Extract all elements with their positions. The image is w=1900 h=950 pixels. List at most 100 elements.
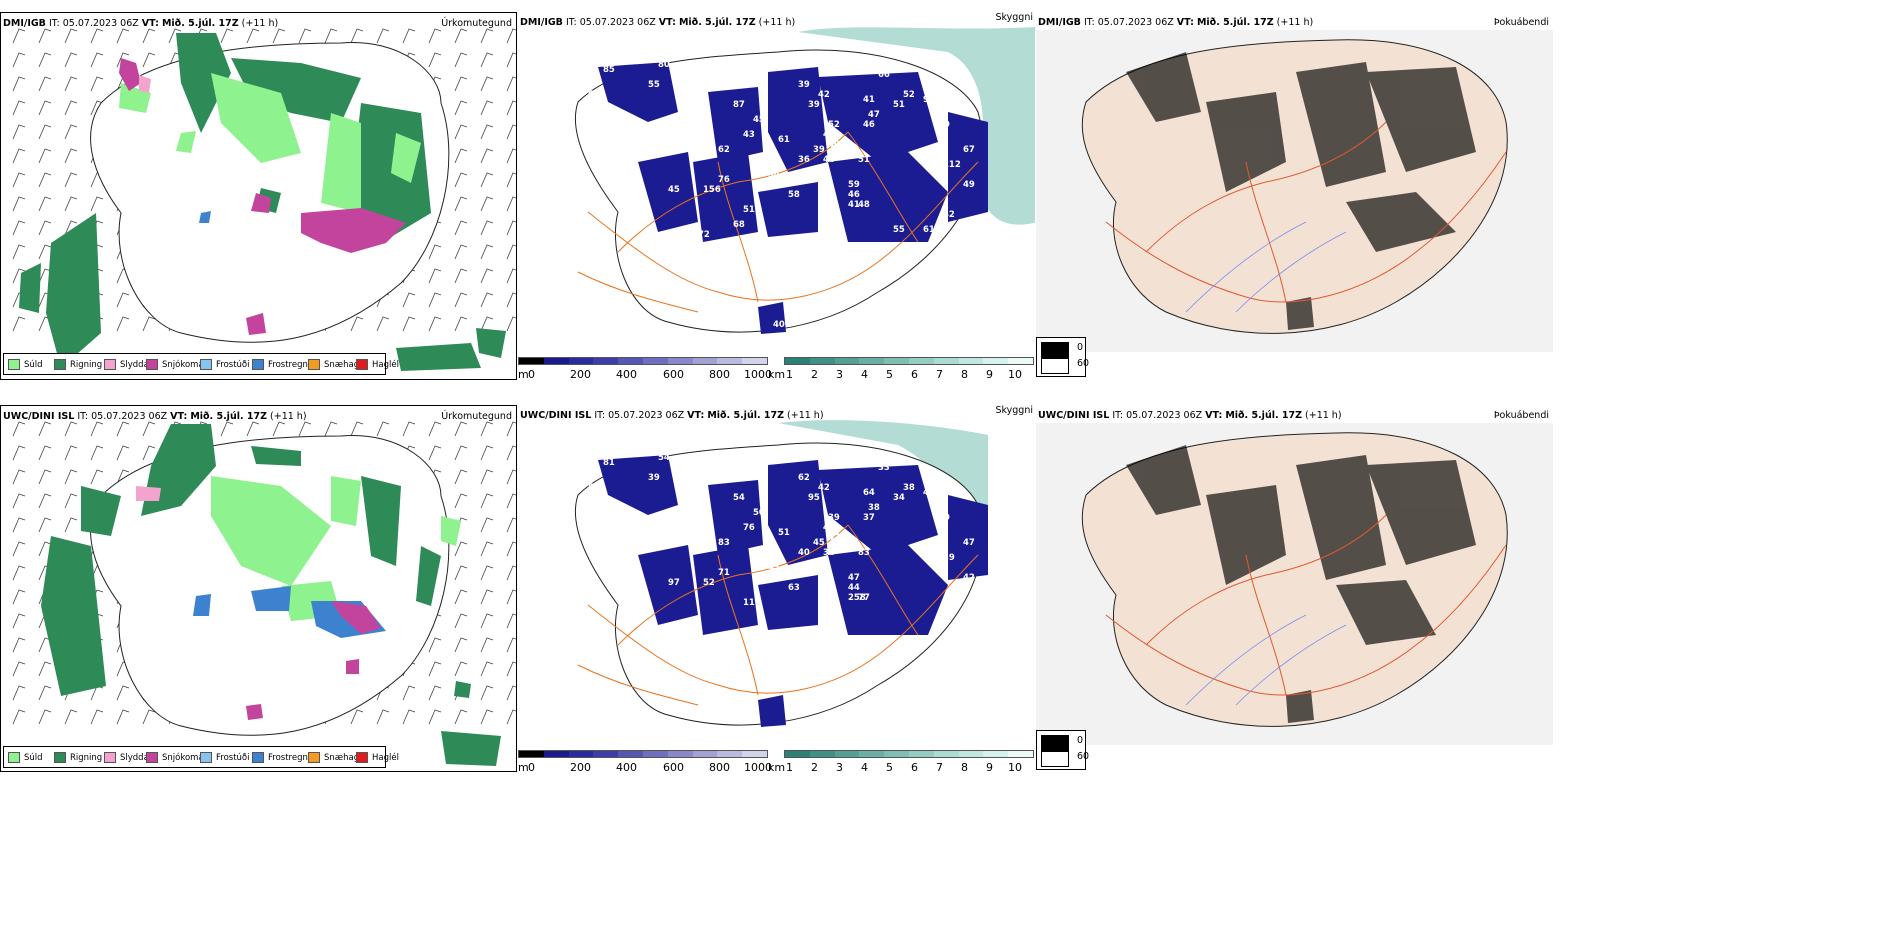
wind-barb — [454, 613, 468, 629]
wind-barb — [454, 709, 468, 725]
visibility-value: 58 — [788, 190, 800, 200]
wind-barb — [454, 268, 468, 284]
visibility-title-bottom: UWC/DINI ISL IT: 05.07.2023 06Z VT: Mið.… — [520, 410, 824, 421]
wind-barb — [38, 421, 52, 437]
wind-barb — [38, 493, 52, 509]
wind-barb — [402, 292, 416, 308]
visibility-value: 38 — [823, 548, 835, 558]
legend-swatch — [252, 752, 264, 763]
precip-map-top — [12, 28, 516, 371]
terrain-tick: 1000 — [744, 761, 772, 774]
colorbar-swatch — [667, 358, 693, 364]
colorbar-swatch — [785, 358, 810, 364]
wind-barb — [12, 541, 26, 557]
visibility-value: 49 — [963, 180, 975, 190]
fog-product-name-bottom: Þokuábendi — [1493, 410, 1549, 421]
wind-barb — [12, 517, 26, 533]
legend-swatch — [356, 359, 368, 370]
legend-label: Súld — [24, 752, 43, 763]
colorbar-swatch — [933, 358, 959, 364]
wind-barb — [12, 565, 26, 581]
fog-title-bottom: UWC/DINI ISL IT: 05.07.2023 06Z VT: Mið.… — [1038, 410, 1342, 421]
terrain-tick: 800 — [709, 761, 730, 774]
colorbar-swatch — [859, 751, 885, 757]
visibility-value: 42 — [943, 210, 955, 220]
wind-barb — [38, 517, 52, 533]
wind-barb — [402, 685, 416, 701]
wind-barb — [90, 196, 104, 212]
wind-barb — [506, 76, 516, 92]
rain-areas — [19, 33, 506, 371]
legend-item-súld: Súld — [8, 752, 43, 763]
legend-swatch — [8, 359, 20, 370]
visibility-tick: 10 — [1008, 368, 1022, 381]
wind-barb — [246, 421, 260, 437]
wind-barb — [350, 316, 364, 332]
precip-legend-top: Súld Rigning Slydda Snjókoma Frostúði Frostre… — [3, 353, 399, 375]
wind-barb — [64, 709, 78, 725]
fog-legend-label-60: 60 — [1077, 358, 1090, 369]
legend-label: Haglél — [372, 752, 399, 763]
legend-item-frostúði: Frostúði — [200, 752, 250, 763]
wind-barb — [428, 661, 442, 677]
wind-barb — [116, 52, 130, 68]
colorbar-swatch — [593, 358, 619, 364]
legend-label: Snjókoma — [162, 752, 204, 763]
wind-barb — [246, 28, 260, 44]
wind-barb — [506, 709, 516, 725]
wind-barb — [506, 268, 516, 284]
visibility-value: 48 — [858, 200, 870, 210]
wind-barb — [12, 316, 26, 332]
wind-barb — [454, 292, 468, 308]
wind-barb — [64, 148, 78, 164]
wind-barb — [480, 124, 494, 140]
legend-item-haglél: Haglél — [356, 359, 399, 370]
wind-barb — [142, 28, 156, 44]
colorbar-swatch — [519, 358, 544, 364]
wind-barb — [480, 517, 494, 533]
terrain-unit: m — [518, 761, 529, 774]
wind-barb — [454, 52, 468, 68]
legend-item-snjókoma: Snjókoma — [146, 752, 204, 763]
wind-barb — [12, 445, 26, 461]
fog-product-name-top: Þokuábendi — [1493, 17, 1549, 28]
wind-barb — [90, 28, 104, 44]
wind-barb — [506, 469, 516, 485]
visibility-tick: 4 — [861, 761, 868, 774]
visibility-value: 39 — [943, 553, 955, 563]
visibility-unit: km — [768, 368, 786, 381]
visibility-value: 39 — [648, 473, 660, 483]
visibility-value: 51 — [893, 100, 905, 110]
visibility-title-top: DMI/IGB IT: 05.07.2023 06Z VT: Mið. 5.jú… — [520, 17, 796, 28]
visibility-value: 40 — [938, 120, 950, 130]
wind-barb — [480, 268, 494, 284]
wind-barb — [402, 709, 416, 725]
legend-item-snæhagl: Snæhagl — [308, 359, 361, 370]
visibility-value: 62 — [718, 145, 730, 155]
wind-barb — [38, 709, 52, 725]
colorbar-swatch — [785, 751, 810, 757]
colorbar-swatch — [983, 751, 1009, 757]
wind-barb — [506, 421, 516, 437]
legend-item-snjókoma: Snjókoma — [146, 359, 204, 370]
wind-barb — [480, 421, 494, 437]
colorbar-swatch — [884, 358, 909, 364]
wind-barb — [454, 469, 468, 485]
visibility-value: 51 — [778, 528, 790, 538]
colorbar-swatch — [983, 358, 1009, 364]
wind-barb — [428, 637, 442, 653]
terrain-tick: 400 — [616, 761, 637, 774]
visibility-tick: 5 — [886, 761, 893, 774]
fog-legend-swatch-0 — [1041, 342, 1069, 358]
wind-barb — [428, 685, 442, 701]
visibility-value: 72 — [658, 538, 670, 548]
terrain-areas — [598, 455, 988, 727]
wind-barb — [454, 244, 468, 260]
wind-barb — [506, 565, 516, 581]
wind-barb — [506, 589, 516, 605]
visibility-value: 51 — [858, 155, 870, 165]
wind-barb — [38, 124, 52, 140]
precip-type-panel-top: DMI/IGB IT: 05.07.2023 06Z VT: Mið. 5.jú… — [0, 12, 517, 380]
terrain-colorbar-bottom: m 0 200 400 600 800 1000 — [518, 750, 772, 774]
